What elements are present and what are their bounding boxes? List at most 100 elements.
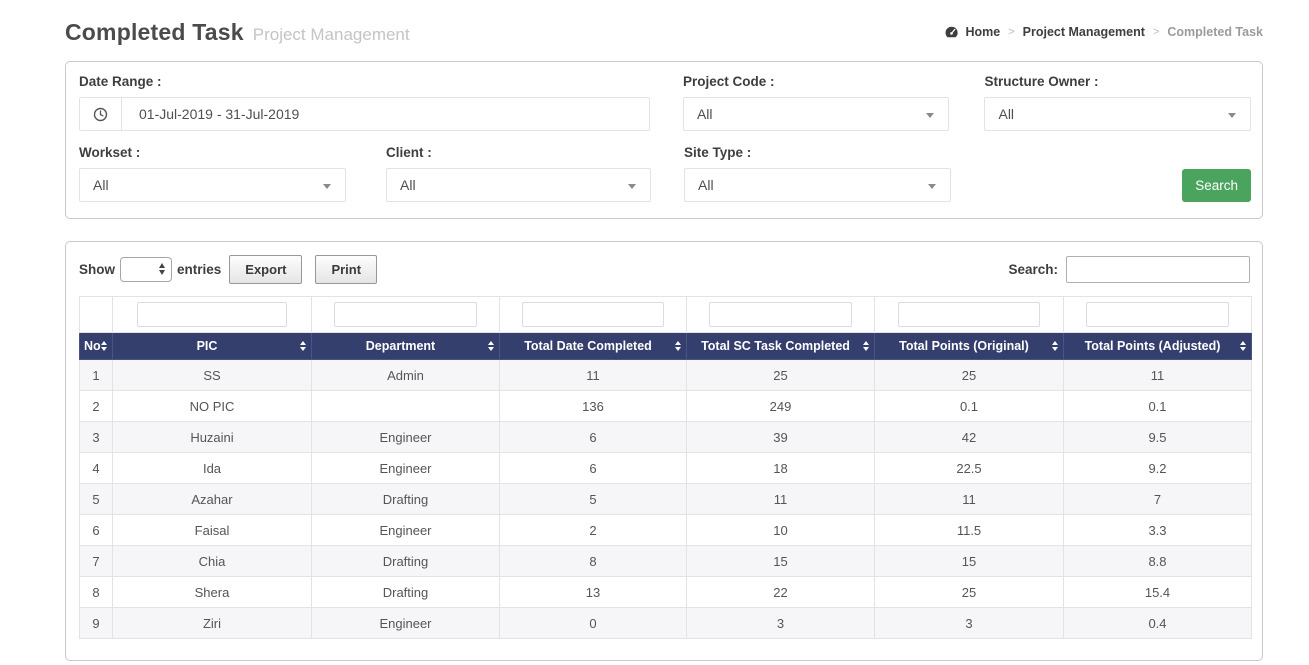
column-header-label: No — [84, 339, 101, 353]
chevron-down-icon — [1228, 113, 1236, 118]
breadcrumb-home[interactable]: Home — [965, 25, 1001, 39]
table-cell: 1 — [79, 359, 113, 391]
column-header-no[interactable]: No — [79, 332, 113, 360]
table-cell: 11 — [686, 483, 875, 515]
column-filter-cell-no — [79, 296, 113, 333]
sort-icon — [1052, 341, 1058, 351]
site-type-select[interactable]: All — [684, 168, 951, 202]
table-cell: 13 — [499, 576, 687, 608]
column-filter-input-total-points-original[interactable] — [897, 302, 1041, 327]
breadcrumb-project-management[interactable]: Project Management — [1022, 25, 1145, 39]
entries-select[interactable] — [120, 257, 172, 282]
table-cell: 7 — [1063, 483, 1252, 515]
table-cell: Engineer — [311, 421, 500, 453]
table-row: 4 Ida Engineer 6 18 22.5 9.2 — [79, 452, 1252, 484]
column-header-total-points-adjusted[interactable]: Total Points (Adjusted) — [1063, 332, 1252, 360]
completed-task-table: No PIC Department Total Date Completed Total… — [79, 296, 1252, 639]
table-cell: 8 — [499, 545, 687, 577]
chevron-down-icon — [926, 113, 935, 118]
table-panel: Show entries Export Print Search: No PIC D… — [65, 241, 1263, 661]
table-row: 7 Chia Drafting 8 15 15 8.8 — [79, 545, 1252, 577]
structure-owner-select[interactable]: All — [984, 97, 1251, 131]
date-range-input[interactable]: 01-Jul-2019 - 31-Jul-2019 — [79, 97, 650, 131]
table-cell: NO PIC — [112, 390, 312, 422]
column-filter-input-total-date-completed[interactable] — [522, 302, 664, 327]
table-row: 8 Shera Drafting 13 22 25 15.4 — [79, 576, 1252, 608]
column-filter-input-total-points-adjusted[interactable] — [1086, 302, 1229, 327]
project-code-select[interactable]: All — [682, 97, 950, 131]
breadcrumb-separator: > — [1152, 26, 1160, 38]
table-cell: Engineer — [311, 514, 500, 546]
column-header-total-points-original[interactable]: Total Points (Original) — [874, 332, 1064, 360]
table-cell: 42 — [874, 421, 1064, 453]
sort-icon — [101, 341, 107, 351]
table-controls: Show entries Export Print Search: — [79, 255, 1250, 284]
table-cell: 11 — [874, 483, 1064, 515]
column-header-pic[interactable]: PIC — [112, 332, 312, 360]
table-cell: 5 — [79, 483, 113, 515]
column-filter-input-department[interactable] — [334, 302, 477, 327]
table-cell: 39 — [686, 421, 875, 453]
table-row: 2 NO PIC 136 249 0.1 0.1 — [79, 390, 1252, 422]
column-header-total-date-completed[interactable]: Total Date Completed — [499, 332, 687, 360]
column-filter-cell-total-sc-task-completed — [686, 296, 875, 333]
table-cell: Admin — [311, 359, 500, 391]
breadcrumb-separator: > — [1008, 26, 1015, 38]
table-cell: Engineer — [311, 607, 500, 639]
breadcrumb: Home > Project Management > Completed Ta… — [944, 25, 1263, 39]
chevron-down-icon — [928, 184, 936, 189]
breadcrumb-current: Completed Task — [1167, 25, 1263, 39]
sort-icon — [1240, 341, 1246, 351]
table-cell: 15.4 — [1063, 576, 1252, 608]
column-header-label: Department — [365, 339, 436, 353]
table-cell: Shera — [112, 576, 312, 608]
column-header-total-sc-task-completed[interactable]: Total SC Task Completed — [686, 332, 875, 360]
table-cell: 0.1 — [874, 390, 1064, 422]
column-filter-input-pic[interactable] — [136, 302, 288, 327]
table-cell: 6 — [499, 421, 687, 453]
table-cell: 4 — [79, 452, 113, 484]
search-button[interactable]: Search — [1182, 169, 1251, 202]
page-header: Completed Task Project Management Home >… — [65, 14, 1263, 50]
table-cell: 9.5 — [1063, 421, 1252, 453]
workset-value: All — [93, 177, 109, 193]
structure-owner-label: Structure Owner : — [984, 74, 1099, 89]
table-cell: 11 — [1063, 359, 1252, 391]
table-cell: 2 — [499, 514, 687, 546]
date-range-label: Date Range : — [79, 74, 162, 89]
workset-label: Workset : — [79, 145, 141, 160]
table-search-input[interactable] — [1066, 256, 1250, 283]
show-label: Show — [79, 262, 115, 277]
table-row: 5 Azahar Drafting 5 11 11 7 — [79, 483, 1252, 515]
table-cell: Ziri — [112, 607, 312, 639]
table-header-row: No PIC Department Total Date Completed Total… — [79, 332, 1252, 360]
table-cell: 9.2 — [1063, 452, 1252, 484]
print-button[interactable]: Print — [315, 255, 378, 284]
column-filter-cell-total-points-adjusted — [1063, 296, 1252, 333]
column-filter-input-total-sc-task-completed[interactable] — [709, 302, 852, 327]
workset-select[interactable]: All — [79, 168, 346, 202]
table-cell: 3 — [79, 421, 113, 453]
table-cell: 10 — [686, 514, 875, 546]
date-range-value: 01-Jul-2019 - 31-Jul-2019 — [139, 106, 300, 122]
column-filter-cell-department — [311, 296, 500, 333]
table-cell: 6 — [79, 514, 113, 546]
table-cell: 25 — [686, 359, 875, 391]
table-cell: 6 — [499, 452, 687, 484]
tachometer-icon — [944, 25, 959, 39]
site-type-label: Site Type : — [684, 145, 752, 160]
project-code-value: All — [696, 106, 713, 122]
column-filter-row — [79, 296, 1252, 333]
table-cell: 7 — [79, 545, 113, 577]
table-cell: Engineer — [311, 452, 500, 484]
sort-icon — [675, 341, 681, 351]
client-label: Client : — [386, 145, 432, 160]
client-select[interactable]: All — [386, 168, 651, 202]
table-cell: Huzaini — [112, 421, 312, 453]
column-header-department[interactable]: Department — [311, 332, 500, 360]
table-cell: 25 — [874, 576, 1064, 608]
table-cell: Drafting — [311, 576, 500, 608]
export-button[interactable]: Export — [229, 255, 303, 284]
table-row: 3 Huzaini Engineer 6 39 42 9.5 — [79, 421, 1252, 453]
